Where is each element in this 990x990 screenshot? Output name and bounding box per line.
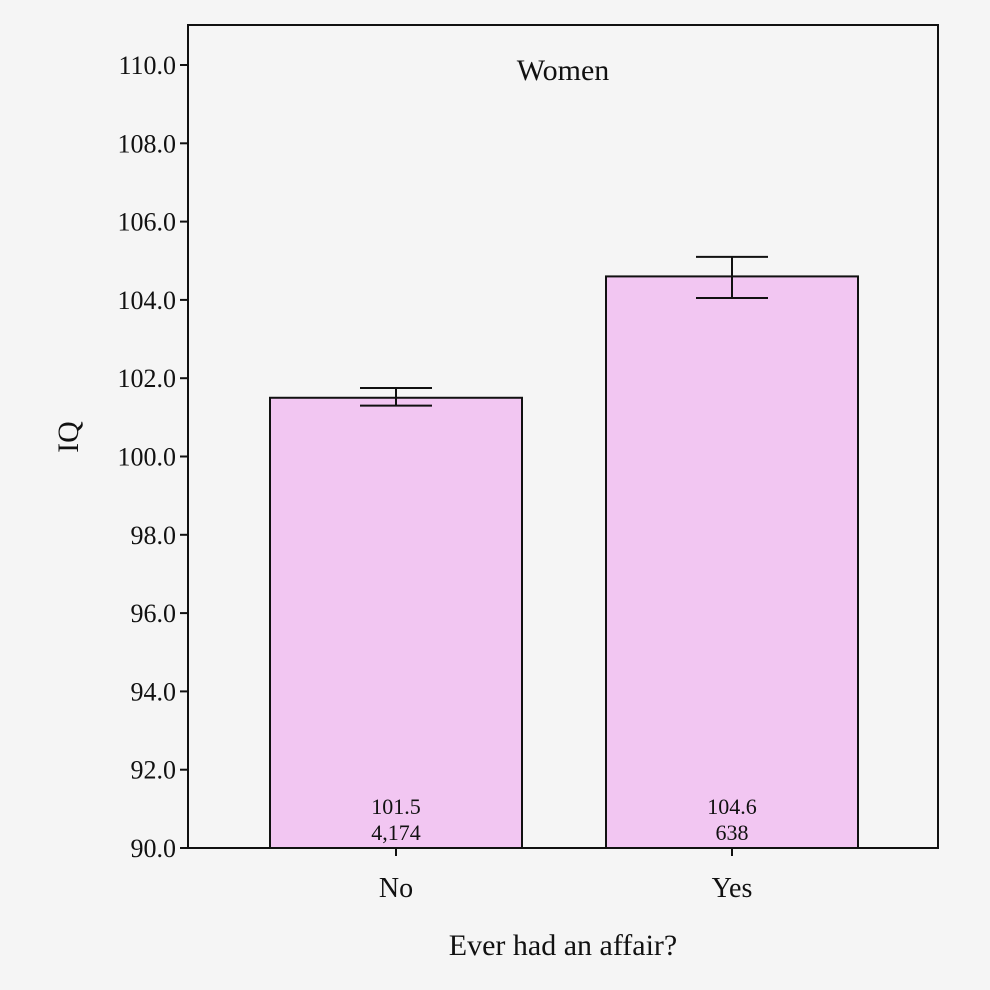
bar-value-label-0: 101.5 — [371, 794, 421, 819]
bar-yes — [605, 275, 859, 850]
y-tick-label-8: 106.0 — [118, 208, 177, 237]
plot-frame — [187, 24, 939, 849]
x-axis-title: Ever had an affair? — [449, 929, 677, 962]
chart-title: Women — [517, 54, 610, 87]
y-axis-title: IQ — [52, 421, 85, 453]
y-tick-label-9: 108.0 — [118, 129, 177, 158]
y-tick-label-0: 90.0 — [131, 834, 177, 863]
x-tick-label-no: No — [379, 873, 413, 904]
y-tick-label-7: 104.0 — [118, 286, 177, 315]
y-tick-label-10: 110.0 — [118, 51, 176, 80]
bar-no — [269, 396, 523, 849]
bar-value-label-1: 104.6 — [707, 794, 757, 819]
bar-count-label-1: 638 — [716, 820, 749, 845]
y-tick-label-1: 92.0 — [131, 756, 177, 785]
bar-count-label-0: 4,174 — [371, 820, 421, 845]
y-tick-label-2: 94.0 — [131, 677, 177, 706]
x-tick-label-yes: Yes — [712, 873, 753, 904]
y-tick-label-3: 96.0 — [131, 599, 177, 628]
y-tick-label-4: 98.0 — [131, 521, 177, 550]
y-tick-label-6: 102.0 — [118, 364, 177, 393]
y-tick-label-5: 100.0 — [118, 443, 177, 472]
